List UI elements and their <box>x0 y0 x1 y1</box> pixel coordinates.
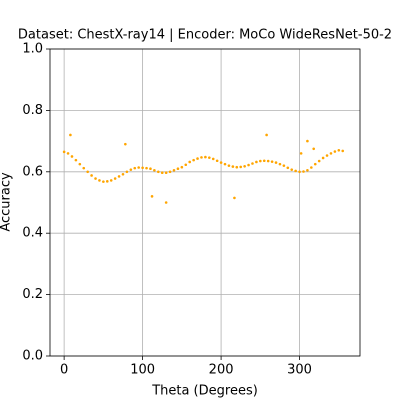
scatter-point <box>341 149 345 153</box>
scatter-point <box>66 152 70 155</box>
scatter-point <box>317 159 321 163</box>
y-tick-label: 0.6 <box>22 164 43 179</box>
scatter-point <box>215 159 219 163</box>
scatter-point <box>251 162 254 165</box>
scatter-point <box>329 152 333 155</box>
scatter-point <box>204 155 207 159</box>
scatter-point <box>82 166 86 170</box>
scatter-point <box>306 168 309 172</box>
scatter-point <box>94 177 97 180</box>
scatter-point <box>168 170 172 174</box>
scatter-point <box>337 149 341 152</box>
scatter-point <box>227 164 231 167</box>
scatter-point <box>141 166 144 170</box>
scatter-point <box>125 170 129 174</box>
scatter-point <box>164 201 168 204</box>
scatter-point <box>290 168 294 171</box>
scatter-point <box>274 161 278 164</box>
scatter-point <box>265 133 268 137</box>
scatter-point <box>160 171 164 175</box>
scatter-point <box>333 150 337 153</box>
x-tick-label: 300 <box>287 363 312 378</box>
chart-title: Dataset: ChestX-ray14 | Encoder: MoCo Wi… <box>18 28 392 43</box>
scatter-point <box>243 164 246 168</box>
scatter-point <box>247 163 250 167</box>
scatter-point <box>278 162 282 166</box>
x-tick-label: 200 <box>209 363 234 378</box>
scatter-point <box>117 175 121 178</box>
scatter-point <box>184 163 188 167</box>
scatter-point <box>310 166 313 169</box>
scatter-point <box>153 168 156 172</box>
scatter-point <box>325 154 329 157</box>
y-axis-label: Accuracy <box>0 172 14 232</box>
scatter-point <box>180 165 184 169</box>
scatter-point <box>312 147 315 151</box>
scatter-point <box>321 156 325 160</box>
scatter-point <box>208 156 211 159</box>
scatter-point <box>259 159 262 163</box>
x-tick-label: 0 <box>60 363 68 378</box>
scatter-point <box>176 167 180 171</box>
scatter-point <box>211 157 215 161</box>
scatter-point <box>149 167 152 171</box>
scatter-point <box>223 162 227 166</box>
y-tick-label: 0.8 <box>22 103 43 118</box>
scatter-point <box>200 156 203 159</box>
scatter-point <box>233 196 236 200</box>
scatter-point <box>102 180 105 183</box>
scatter-point <box>109 179 113 182</box>
scatter-point <box>98 179 101 182</box>
y-tick-label: 0.4 <box>22 226 43 241</box>
scatter-point <box>86 170 89 174</box>
y-tick-label: 1.0 <box>22 42 43 57</box>
scatter-point <box>262 159 266 163</box>
x-axis-label: Theta (Degrees) <box>151 384 258 399</box>
scatter-point <box>255 160 258 164</box>
scatter-point <box>294 169 297 173</box>
scatter-point <box>105 180 109 183</box>
scatter-point <box>299 152 303 155</box>
scatter-point <box>164 171 168 175</box>
scatter-point <box>137 166 140 169</box>
scatter-point <box>157 170 160 174</box>
scatter-point <box>282 164 286 167</box>
y-tick-label: 0.2 <box>22 287 43 302</box>
scatter-point <box>192 158 195 162</box>
scatter-point <box>90 174 93 177</box>
scatter-point <box>121 172 125 176</box>
scatter-point <box>78 162 82 166</box>
scatter-point <box>133 166 137 170</box>
scatter-point <box>129 168 133 171</box>
x-tick-label: 100 <box>130 363 155 378</box>
scatter-point <box>113 177 117 180</box>
scatter-point <box>62 150 66 154</box>
scatter-point <box>150 195 154 198</box>
scatter-point <box>231 165 235 168</box>
scatter-point <box>235 165 239 169</box>
scatter-point <box>172 168 176 172</box>
scatter-point <box>69 133 72 137</box>
scatter-point <box>74 158 78 162</box>
scatter-point <box>196 157 199 160</box>
scatter-point <box>124 142 127 146</box>
scatter-point <box>302 170 305 173</box>
scatter-point <box>313 162 317 166</box>
scatter-point <box>306 139 309 143</box>
scatter-point <box>239 165 243 169</box>
scatter-point <box>145 166 148 170</box>
scatter-point <box>270 160 274 163</box>
scatter-point <box>266 159 270 163</box>
plot-frame <box>49 48 361 357</box>
scatter-point <box>188 160 191 164</box>
scatter-point <box>286 166 290 170</box>
y-tick-label: 0.0 <box>22 349 43 364</box>
scatter-point <box>70 155 74 158</box>
scatter-point <box>298 170 301 174</box>
scatter-point <box>219 161 223 164</box>
